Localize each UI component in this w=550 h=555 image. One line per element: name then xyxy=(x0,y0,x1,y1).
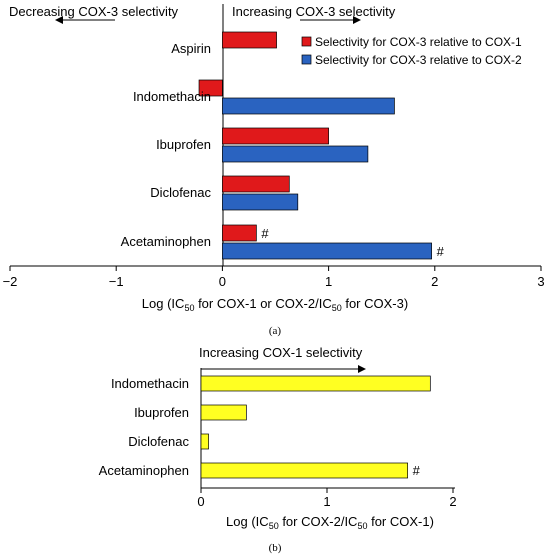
x-tick-label-b: 1 xyxy=(323,494,330,509)
significance-marker: # xyxy=(437,244,445,259)
bar-b-acetaminophen xyxy=(200,462,408,479)
panel-label-a: (a) xyxy=(269,325,282,337)
x-axis-label-b: Log (IC50 for COX-2/IC50 for COX-1) xyxy=(226,514,434,531)
legend-swatch-1 xyxy=(301,36,312,47)
bar-b-diclofenac xyxy=(200,433,209,450)
legend-swatch-2 xyxy=(301,54,312,65)
category-label: Aspirin xyxy=(171,41,211,56)
chart-panel-a: Decreasing COX-3 selectivity Increasing … xyxy=(3,4,545,337)
ticks-a: −2 −1 0 1 2 3 xyxy=(3,266,545,289)
x-tick-label-b: 0 xyxy=(197,494,204,509)
bar-a-ibuprofen-s1 xyxy=(222,127,329,145)
category-labels-b: Indomethacin Ibuprofen Diclofenac Acetamino… xyxy=(99,376,190,478)
bars-b: # xyxy=(200,375,431,479)
category-labels-a: Aspirin Indomethacin Ibuprofen Diclofenac Ac… xyxy=(121,41,212,249)
bar-a-acetaminophen-s2 xyxy=(222,242,432,260)
bar-a-indomethacin-s2 xyxy=(222,97,395,115)
category-label: Diclofenac xyxy=(128,434,189,449)
bar-a-indomethacin-s1 xyxy=(198,79,223,97)
x-tick-label-a: 2 xyxy=(431,274,438,289)
bar-b-ibuprofen xyxy=(200,404,247,421)
significance-marker: # xyxy=(261,226,269,241)
bar-a-ibuprofen-s2 xyxy=(222,145,369,163)
category-label: Ibuprofen xyxy=(134,405,189,420)
arrow-label-left: Decreasing COX-3 selectivity xyxy=(9,4,179,19)
x-tick-label-a: −1 xyxy=(109,274,124,289)
x-tick-label-a: 1 xyxy=(325,274,332,289)
legend-label-1: Selectivity for COX-3 relative to COX-1 xyxy=(315,35,522,49)
legend: Selectivity for COX-3 relative to COX-1 … xyxy=(301,35,522,67)
ticks-b: 0 1 2 xyxy=(197,488,457,509)
category-label: Ibuprofen xyxy=(156,137,211,152)
arrow-label-right: Increasing COX-3 selectivity xyxy=(232,4,396,19)
category-label: Diclofenac xyxy=(150,185,211,200)
significance-marker: # xyxy=(413,463,421,478)
category-label: Acetaminophen xyxy=(121,234,211,249)
x-tick-label-b: 2 xyxy=(449,494,456,509)
chart-panel-b: Increasing COX-1 selectivity # 0 1 2 Indom… xyxy=(99,345,457,554)
bar-b-indomethacin xyxy=(200,375,431,392)
x-axis-label-a: Log (IC50 for COX-1 or COX-2/IC50 for CO… xyxy=(142,296,408,313)
bar-a-diclofenac-s1 xyxy=(222,175,290,193)
x-tick-label-a: 3 xyxy=(537,274,544,289)
bar-a-aspirin-s1 xyxy=(222,31,277,49)
panel-label-b: (b) xyxy=(269,542,282,554)
arrow-label-b: Increasing COX-1 selectivity xyxy=(199,345,363,360)
bars-a: ## xyxy=(198,31,445,260)
bar-a-diclofenac-s2 xyxy=(222,193,299,211)
bar-a-acetaminophen-s1 xyxy=(222,224,257,242)
category-label: Indomethacin xyxy=(111,376,189,391)
x-tick-label-a: −2 xyxy=(3,274,18,289)
x-tick-label-a: 0 xyxy=(219,274,226,289)
category-label: Indomethacin xyxy=(133,89,211,104)
legend-label-2: Selectivity for COX-3 relative to COX-2 xyxy=(315,53,522,67)
category-label: Acetaminophen xyxy=(99,463,189,478)
